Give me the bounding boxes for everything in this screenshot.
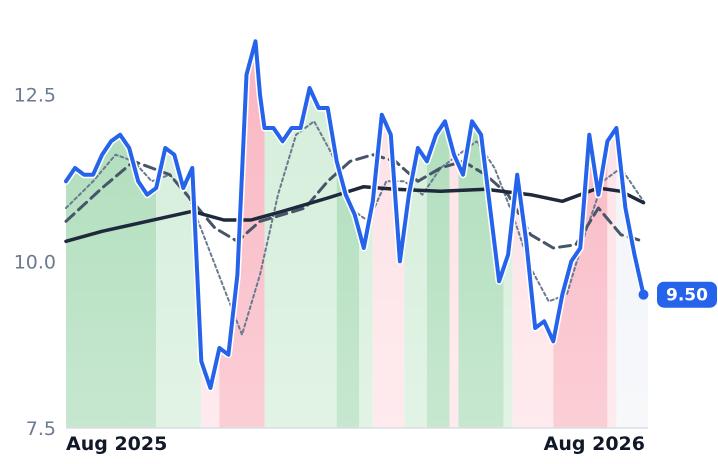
y-tick-label: 7.5 xyxy=(26,418,56,440)
last-value-marker: 9.50 xyxy=(638,281,717,308)
last-value-badge xyxy=(657,281,717,308)
short-ma-line xyxy=(65,120,645,336)
y-axis: 7.5 10.0 12.5 xyxy=(14,85,56,440)
y-tick-label: 12.5 xyxy=(14,85,56,107)
price-series xyxy=(62,37,647,392)
last-value-dot xyxy=(638,289,649,300)
x-axis: Aug 2025 Aug 2026 xyxy=(66,433,645,455)
x-tick-label: Aug 2026 xyxy=(544,433,645,455)
x-tick-label: Aug 2025 xyxy=(66,433,167,455)
price-line xyxy=(64,39,646,390)
last-value-label: 9.50 xyxy=(666,286,708,306)
long-ma-line xyxy=(64,184,646,244)
y-tick-label: 10.0 xyxy=(14,251,56,273)
